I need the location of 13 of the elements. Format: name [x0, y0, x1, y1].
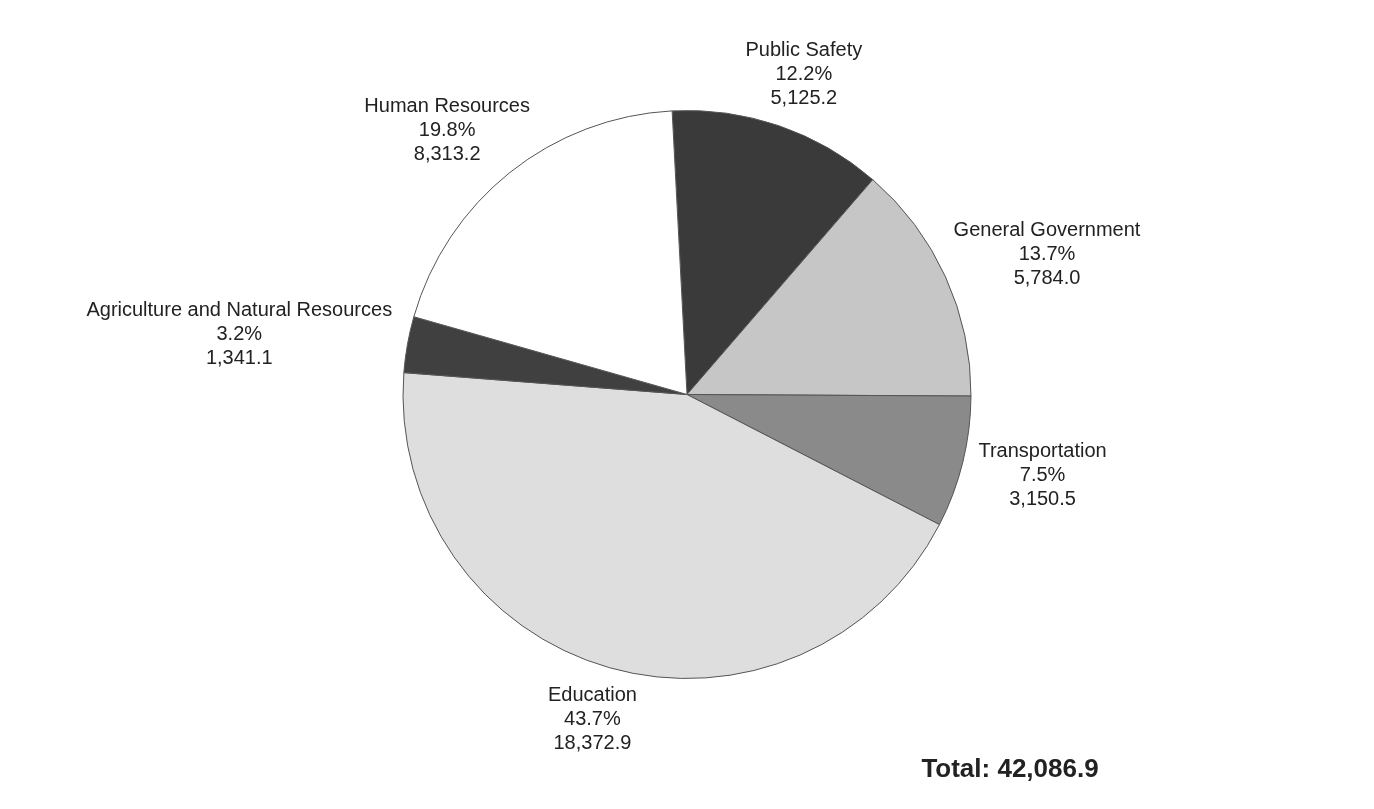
slice-label: Education [547, 683, 637, 706]
slice-label: Transportation [978, 438, 1107, 461]
slice-label: Agriculture and Natural Resources [86, 298, 393, 321]
slice-label: Public Safety [745, 38, 863, 61]
data-label: 7.5% 3,150.5 [1009, 462, 1076, 509]
data-label: 43.7% 18,372.9 [553, 707, 632, 754]
data-label: 3.2% 1,341.1 [205, 322, 273, 369]
slice-label: General Government [953, 218, 1141, 241]
data-label: 12.2% 5,125.2 [770, 62, 838, 109]
text: Total: 42,086.9 [921, 753, 1099, 784]
slice-label: Human Resources [364, 93, 530, 116]
data-label: 19.8% 8,313.2 [413, 117, 481, 164]
data-label: 13.7% 5,784.0 [1013, 242, 1081, 289]
